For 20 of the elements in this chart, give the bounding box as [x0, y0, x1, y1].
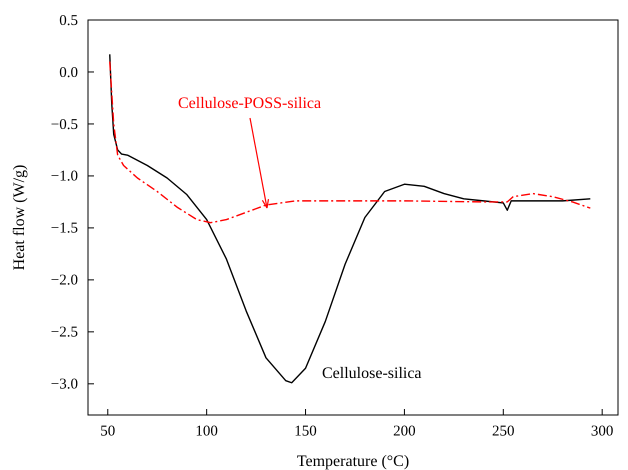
x-axis-title: Temperature (°C): [296, 453, 410, 470]
y-axis-title: Heat flow (W/g): [11, 164, 28, 270]
line-series: [109, 54, 592, 384]
y-tick-label: −2.0: [50, 272, 78, 289]
line-series: [109, 60, 592, 224]
x-tick-label: 150: [294, 424, 317, 440]
series-label: Cellulose-silica: [322, 365, 422, 382]
x-tick-label: 200: [393, 424, 416, 440]
x-tick-label: 50: [100, 424, 116, 440]
x-tick-label: 250: [492, 424, 515, 440]
text: Cellulose-POSS-silica: [178, 95, 322, 112]
y-tick-label: 0.0: [59, 64, 78, 81]
y-tick-label: 0.5: [59, 12, 78, 29]
y-tick-label: −1.0: [50, 168, 78, 185]
x-tick-label: 300: [590, 424, 614, 440]
y-tick-label: −3.0: [50, 376, 78, 393]
x-tick-label: 100: [195, 424, 218, 440]
y-tick-label: −1.5: [50, 220, 78, 237]
y-tick-label: −0.5: [50, 116, 78, 133]
y-tick-label: −2.5: [50, 324, 78, 341]
